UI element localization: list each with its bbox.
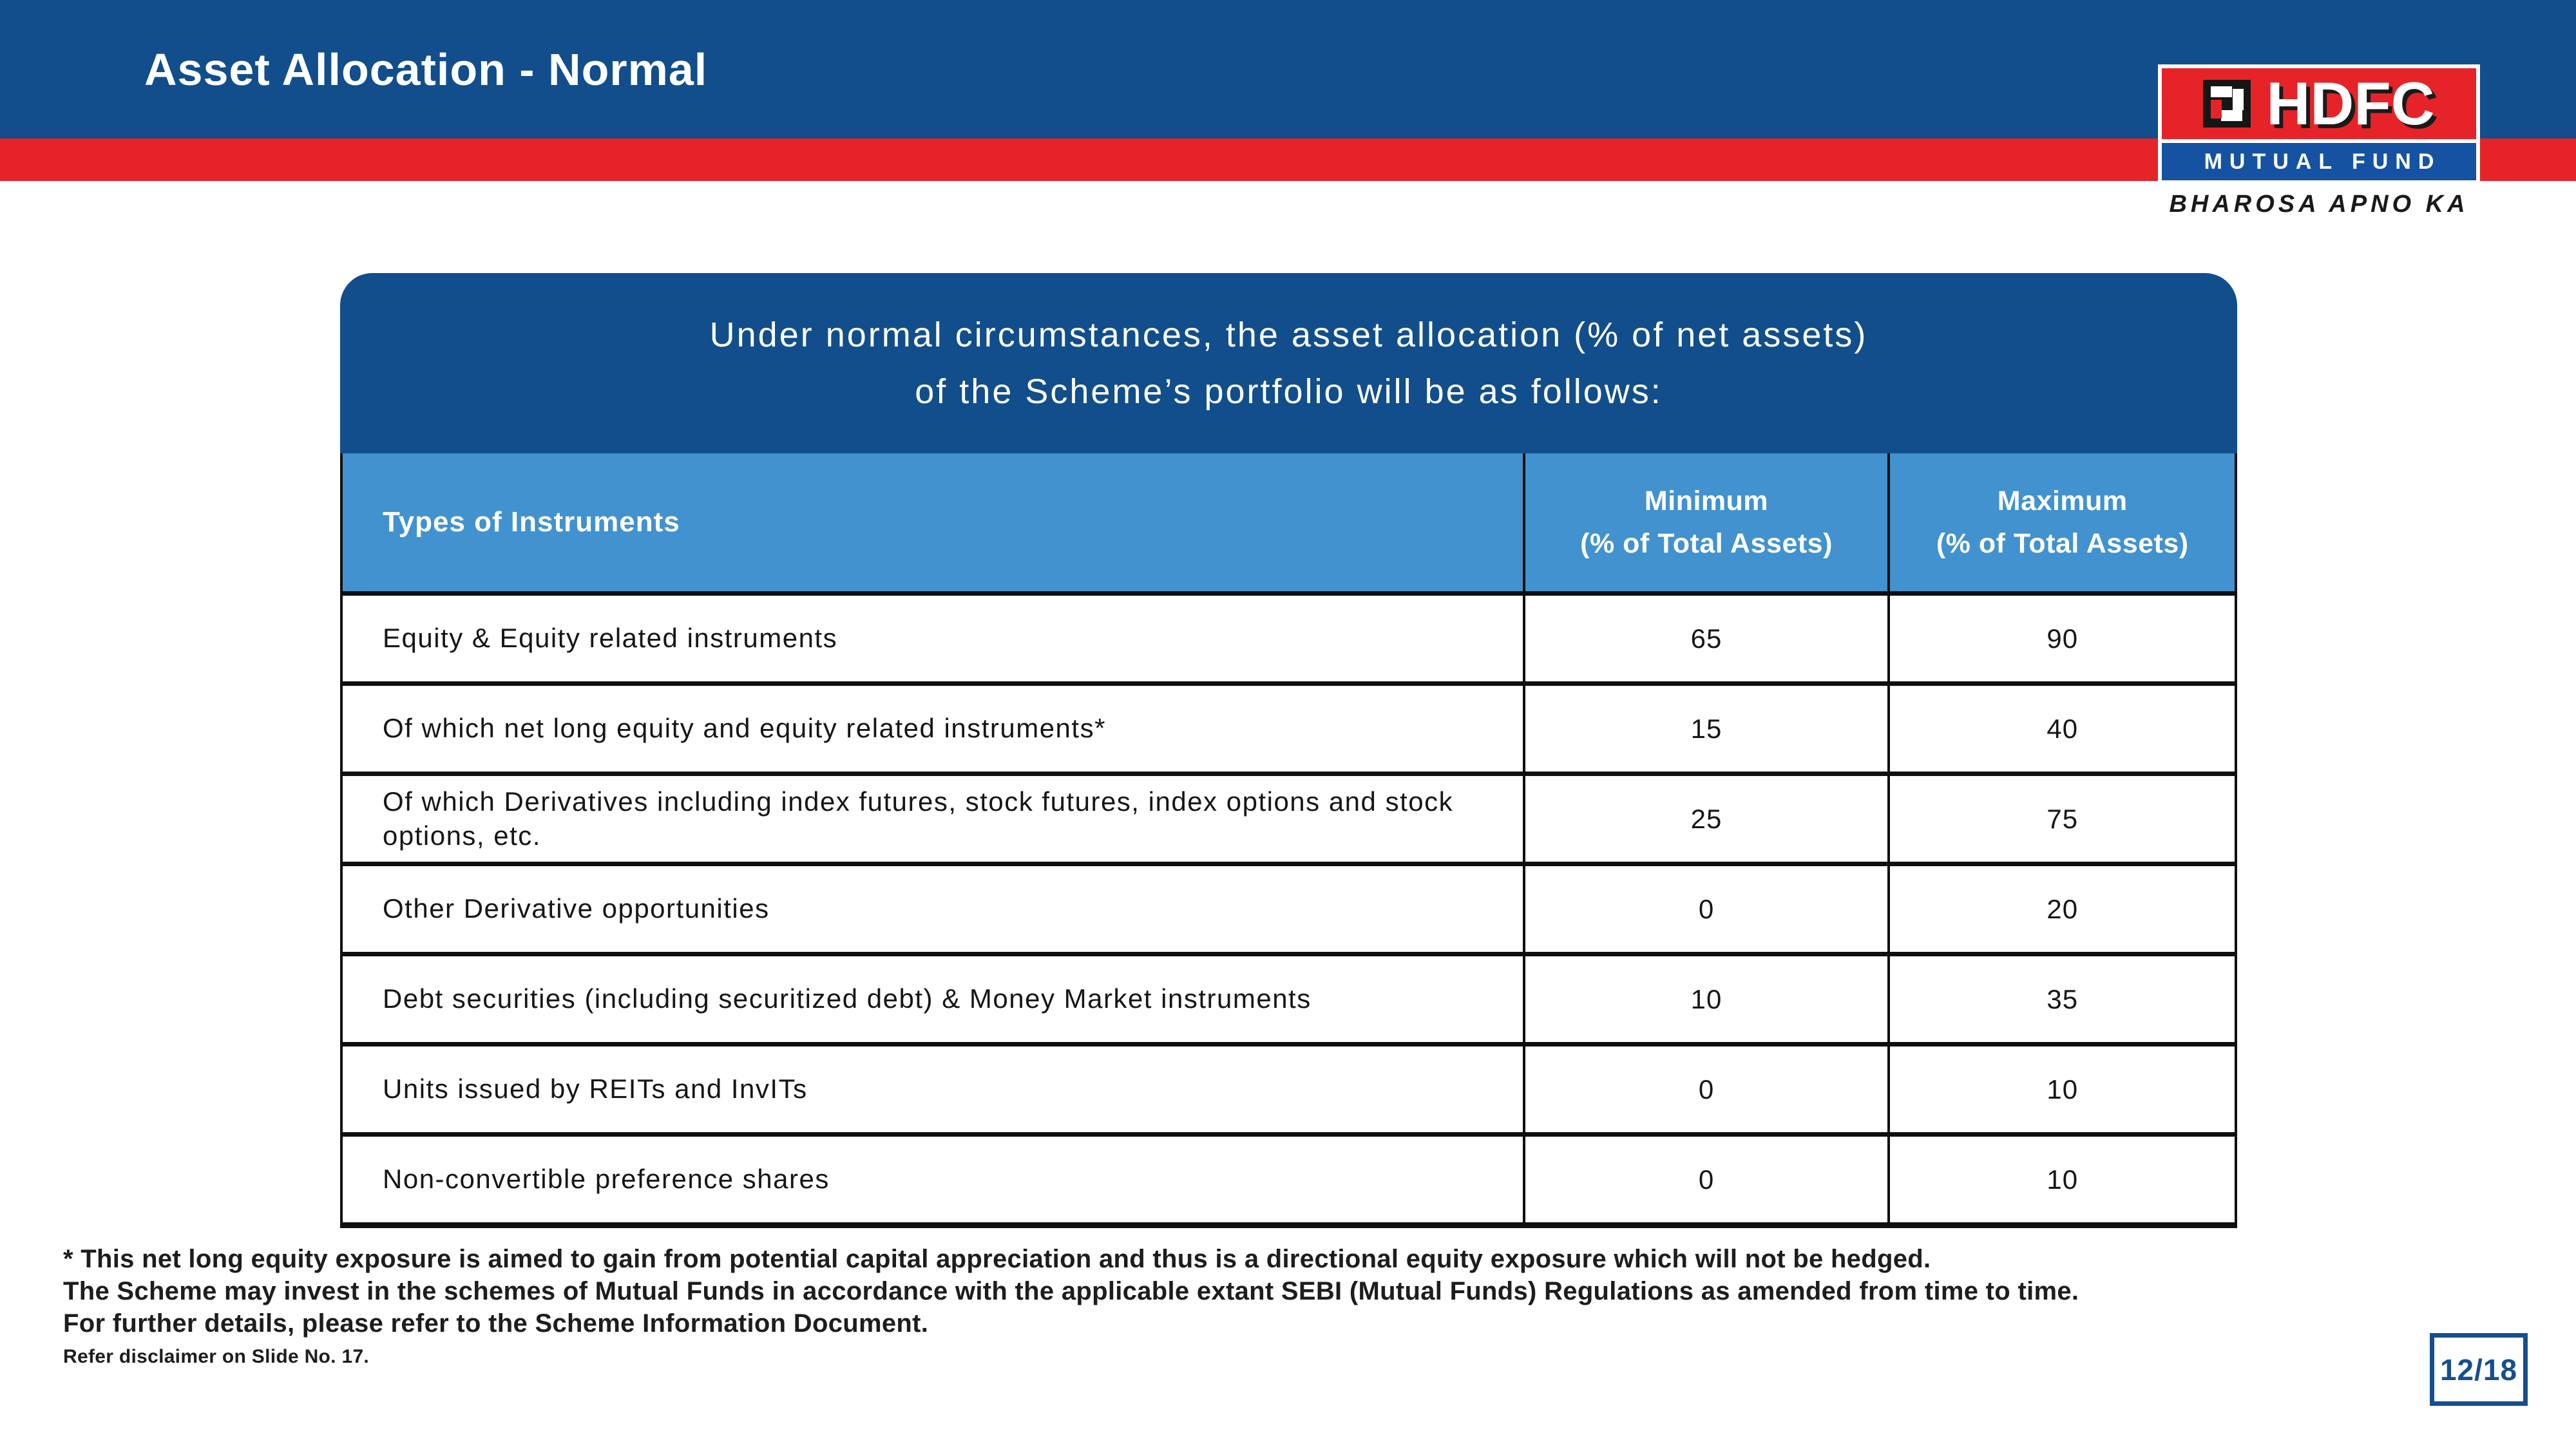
asset-allocation-table: Types of Instruments Minimum (% of Total… [340, 453, 2237, 1228]
column-header-minimum: Minimum (% of Total Assets) [1525, 453, 1891, 591]
cell-maximum: 90 [2046, 623, 2079, 654]
cell-instrument: Equity & Equity related instruments [343, 596, 1525, 681]
footnote-line-1: * This net long equity exposure is aimed… [63, 1245, 1931, 1273]
cell-maximum: 35 [2046, 983, 2079, 1014]
logo-mark-square [2221, 110, 2243, 121]
page-number-badge: 12/18 [2430, 1333, 2528, 1406]
column-header-instruments: Types of Instruments [343, 453, 1525, 591]
table-row: Other Derivative opportunities 0 20 [343, 862, 2235, 952]
cell-maximum: 75 [2046, 803, 2079, 834]
table-row: Debt securities (including securitized d… [343, 952, 2235, 1042]
logo-mark-square [2233, 89, 2244, 110]
cell-minimum: 0 [1525, 1137, 1891, 1222]
cell-minimum: 25 [1525, 776, 1891, 862]
banner-line-2: of the Scheme’s portfolio will be as fol… [915, 372, 1663, 411]
cell-minimum: 10 [1525, 956, 1891, 1042]
cell-instrument: Of which net long equity and equity rela… [343, 686, 1525, 772]
table-row: Non-convertible preference shares 0 10 [343, 1132, 2235, 1222]
cell-instrument: Of which Derivatives including index fut… [343, 776, 1525, 862]
cell-minimum: 0 [1525, 866, 1891, 952]
cell-instrument: Other Derivative opportunities [343, 866, 1525, 952]
column-header-maximum-line2: (% of Total Assets) [1936, 528, 2189, 559]
column-header-maximum: Maximum (% of Total Assets) [1890, 453, 2235, 591]
cell-instrument: Non-convertible preference shares [343, 1137, 1525, 1222]
hdfc-logo-tagline: BHAROSA APNO KA [2169, 191, 2469, 218]
header-red-stripe [0, 138, 2576, 181]
column-header-maximum-line1: Maximum [1997, 486, 2128, 516]
footnote-disclaimer: Refer disclaimer on Slide No. 17. [63, 1346, 370, 1367]
column-header-minimum-line2: (% of Total Assets) [1580, 528, 1833, 559]
cell-maximum: 40 [2046, 713, 2079, 744]
cell-instrument: Units issued by REITs and InvITs [343, 1046, 1525, 1132]
cell-minimum: 15 [1525, 686, 1891, 772]
logo-mark-square [2211, 86, 2233, 97]
footnote-line-3: For further details, please refer to the… [63, 1309, 929, 1338]
hdfc-logo-red-box: HDFC [2158, 64, 2480, 143]
table-row: Of which Derivatives including index fut… [343, 772, 2235, 862]
page-title: Asset Allocation - Normal [144, 44, 708, 95]
cell-maximum: 10 [2046, 1164, 2079, 1195]
banner-line-1: Under normal circumstances, the asset al… [709, 316, 1868, 354]
hdfc-logo-mark-icon [2203, 80, 2251, 128]
hdfc-logo-subtitle: MUTUAL FUND [2158, 143, 2480, 184]
table-row: Equity & Equity related instruments 65 9… [343, 591, 2235, 681]
header-bar [0, 0, 2576, 138]
cell-maximum: 10 [2046, 1074, 2079, 1104]
table-row: Of which net long equity and equity rela… [343, 681, 2235, 772]
cell-minimum: 0 [1525, 1046, 1891, 1132]
column-header-minimum-line1: Minimum [1644, 486, 1769, 516]
cell-maximum: 20 [2046, 893, 2079, 924]
table-header-row: Types of Instruments Minimum (% of Total… [343, 453, 2235, 591]
footnote-line-2: The Scheme may invest in the schemes of … [63, 1277, 2079, 1305]
hdfc-logo: HDFC MUTUAL FUND BHAROSA APNO KA [2158, 64, 2480, 218]
cell-instrument: Debt securities (including securitized d… [343, 956, 1525, 1042]
logo-mark-square [2211, 100, 2222, 118]
footnotes: * This net long equity exposure is aimed… [63, 1243, 2421, 1372]
hdfc-logo-brand-text: HDFC [2266, 70, 2435, 137]
cell-minimum: 65 [1525, 596, 1891, 681]
banner: Under normal circumstances, the asset al… [340, 273, 2237, 453]
table-row: Units issued by REITs and InvITs 0 10 [343, 1042, 2235, 1132]
